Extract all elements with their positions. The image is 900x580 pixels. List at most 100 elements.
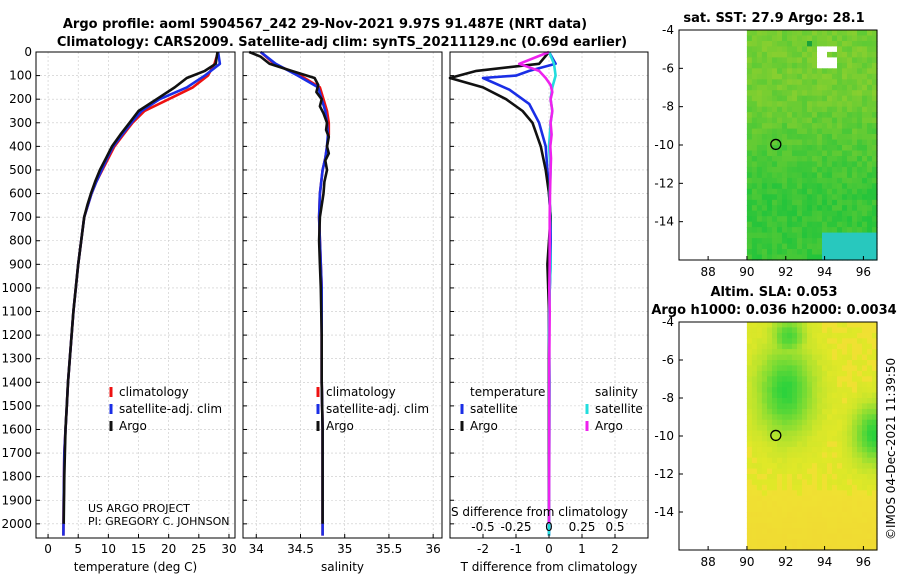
- map-cell: [832, 134, 838, 141]
- map-cell: [867, 183, 873, 190]
- y-tick-label: 1400: [1, 375, 32, 389]
- map-cell: [761, 468, 768, 475]
- map-cell: [792, 430, 798, 437]
- map-cell: [862, 30, 868, 37]
- map-cell: [867, 216, 873, 223]
- map-cell: [756, 51, 763, 58]
- map-cell: [857, 474, 863, 480]
- map-cell: [842, 95, 848, 102]
- map-cell: [797, 528, 803, 535]
- map-cell: [832, 544, 838, 551]
- map-cell: [852, 238, 858, 245]
- map-cell: [837, 79, 843, 86]
- map-cell: [761, 398, 768, 404]
- map-cell: [867, 474, 873, 480]
- map-cell: [802, 90, 808, 97]
- map-cell: [842, 90, 848, 97]
- map-cell: [751, 79, 758, 86]
- map-cell: [751, 172, 758, 179]
- map-cell: [751, 446, 758, 453]
- map-cell: [822, 376, 828, 383]
- map-cell: [812, 349, 818, 356]
- map-cell: [832, 387, 838, 394]
- map-cell: [822, 528, 828, 535]
- map-cell: [802, 425, 808, 432]
- legend-entry: satellite-adj. clim: [119, 402, 222, 416]
- map-cell: [862, 188, 868, 195]
- map-cell: [761, 430, 768, 437]
- map-cell: [792, 495, 798, 502]
- map-cell: [842, 46, 848, 53]
- map-cell: [767, 161, 773, 168]
- map-cell: [761, 210, 768, 217]
- map-cell: [817, 332, 823, 339]
- map-cell: [807, 117, 813, 124]
- map-cell: [832, 79, 838, 86]
- map-cell: [862, 95, 868, 102]
- map-cell: [756, 41, 763, 48]
- map-cell: [767, 474, 773, 480]
- map-cell: [746, 134, 753, 141]
- map-cell: [767, 522, 773, 529]
- map-cell: [847, 128, 853, 135]
- map-cell: [767, 156, 773, 163]
- map-cell: [787, 365, 793, 372]
- map-cell: [797, 436, 803, 442]
- map-cell: [827, 145, 833, 152]
- map-cell: [756, 210, 763, 217]
- map-cell: [756, 199, 763, 206]
- map-cell: [802, 134, 808, 141]
- map-cell: [812, 145, 818, 152]
- map-cell: [761, 90, 768, 97]
- map-cell: [782, 376, 788, 383]
- map-cell: [842, 512, 848, 518]
- map-cell: [812, 506, 818, 513]
- map-cell: [797, 134, 803, 141]
- map-cell: [746, 166, 753, 173]
- map-cell: [857, 243, 863, 250]
- map-cell: [782, 425, 788, 432]
- map-cell: [777, 392, 783, 399]
- map-cell: [822, 392, 828, 399]
- map-cell: [842, 128, 848, 135]
- map-cell: [832, 343, 838, 350]
- x-tick-label: 35: [337, 542, 352, 556]
- map-cell: [746, 414, 753, 421]
- map-cell: [862, 145, 868, 152]
- map-cell: [746, 183, 753, 190]
- map-cell: [792, 139, 798, 146]
- map-cell: [837, 183, 843, 190]
- map-cell: [772, 539, 778, 546]
- map-cell: [792, 441, 798, 448]
- map-cell: [822, 41, 828, 48]
- map-cell: [812, 62, 818, 69]
- map-cell: [797, 370, 803, 377]
- map-cell: [756, 376, 763, 383]
- map-cell: [807, 216, 813, 223]
- map-cell: [777, 188, 783, 195]
- map-cell: [827, 414, 833, 421]
- map-cell: [817, 106, 823, 113]
- map-cell: [767, 381, 773, 388]
- map-cell: [867, 68, 873, 75]
- map-cell: [827, 101, 833, 108]
- map-cell: [852, 221, 858, 228]
- map-cell: [862, 238, 868, 245]
- map-cell: [761, 365, 768, 372]
- map-cell: [746, 238, 753, 245]
- map-cell: [746, 446, 753, 453]
- map-cell: [746, 408, 753, 415]
- map-cell: [787, 501, 793, 508]
- map-cell: [797, 522, 803, 529]
- map-cell: [832, 436, 838, 442]
- map-cell: [847, 134, 853, 141]
- map-cell: [761, 84, 768, 91]
- map-cell: [777, 544, 783, 551]
- map-cell: [782, 194, 788, 201]
- map-cell: [767, 338, 773, 345]
- map-cell: [777, 90, 783, 97]
- map-cell: [777, 457, 783, 464]
- map-cell: [822, 84, 828, 91]
- map-cell: [792, 117, 798, 124]
- y-tick-label: 1300: [1, 352, 32, 366]
